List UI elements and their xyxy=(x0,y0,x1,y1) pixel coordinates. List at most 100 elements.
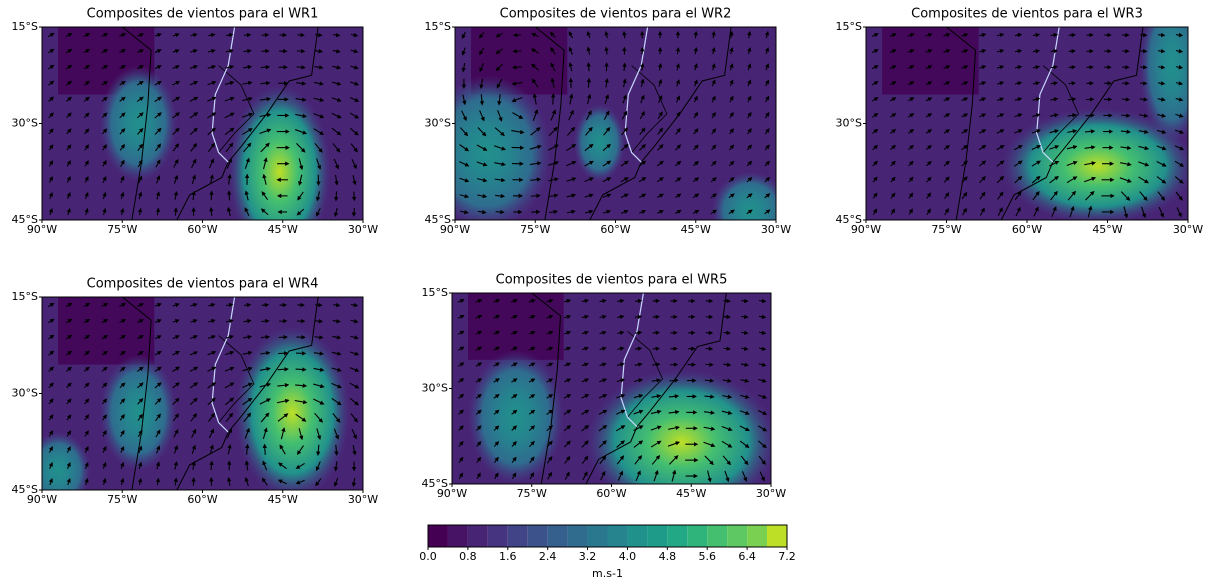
wind-arrow xyxy=(624,64,625,71)
panel-title: Composites de vientos para el WR4 xyxy=(87,277,319,292)
x-tick-label: 30°W xyxy=(348,223,378,236)
wind-arrow xyxy=(635,301,641,302)
wind-arrow xyxy=(1069,67,1075,68)
wind-arrow xyxy=(1086,115,1094,116)
wind-maximum xyxy=(712,172,789,249)
x-tick-label: 75°W xyxy=(517,487,547,500)
wind-arrow xyxy=(261,321,268,322)
colorbar-tick-label: 2.4 xyxy=(539,550,557,563)
colorbar-tick-label: 0.8 xyxy=(459,550,477,563)
panel-title: Composites de vientos para el WR5 xyxy=(496,273,728,288)
y-tick-label: 30°S xyxy=(836,117,862,130)
wind-arrow xyxy=(315,305,321,306)
wind-arrow xyxy=(175,208,176,215)
colorbar-segment xyxy=(488,525,508,547)
map-field xyxy=(423,27,789,249)
field-low xyxy=(882,27,979,95)
wind-arrow xyxy=(660,48,661,54)
wind-arrow xyxy=(1140,51,1146,52)
wind-arrow xyxy=(1069,83,1075,84)
x-tick-label: 60°W xyxy=(1012,223,1042,236)
wind-arrow xyxy=(496,212,504,213)
wind-arrow xyxy=(278,369,288,370)
panel-title: Composites de vientos para el WR1 xyxy=(87,7,319,22)
wind-arrow xyxy=(244,35,250,36)
wind-maximum xyxy=(574,104,625,181)
y-tick-label: 30°S xyxy=(425,117,451,130)
wind-arrow xyxy=(1140,67,1146,68)
x-tick-label: 45°W xyxy=(1092,223,1122,236)
wind-maximum xyxy=(100,66,177,182)
colorbar-segment xyxy=(767,525,787,547)
wind-arrow xyxy=(653,332,659,333)
y-tick-label: 45°S xyxy=(422,477,448,490)
x-tick-label: 75°W xyxy=(107,493,137,506)
colorbar-segment xyxy=(608,525,628,547)
panel-title: Composites de vientos para el WR2 xyxy=(500,7,732,22)
wind-arrow xyxy=(653,348,659,349)
wind-arrow xyxy=(229,191,230,200)
wind-arrow xyxy=(354,208,355,216)
colorbar-segment xyxy=(468,525,488,547)
y-tick-label: 45°S xyxy=(12,483,38,496)
x-tick-label: 75°W xyxy=(107,223,137,236)
wind-arrow xyxy=(588,79,589,88)
colorbar-tick-label: 6.4 xyxy=(738,550,756,563)
wind-arrow xyxy=(354,192,355,201)
wind-arrow xyxy=(1069,51,1075,52)
y-tick-label: 30°S xyxy=(12,387,38,400)
wind-arrow xyxy=(724,317,730,318)
wind-arrow xyxy=(588,63,589,71)
wind-arrow xyxy=(315,321,322,322)
colorbar-label: m.s-1 xyxy=(592,567,623,580)
colorbar-tick-label: 0.0 xyxy=(419,550,437,563)
y-tick-label: 45°S xyxy=(836,213,862,226)
x-tick-label: 60°W xyxy=(187,493,217,506)
x-tick-label: 75°W xyxy=(520,223,550,236)
x-tick-label: 30°W xyxy=(348,493,378,506)
y-tick-label: 15°S xyxy=(12,20,38,33)
wind-arrow xyxy=(211,208,212,216)
wind-arrow xyxy=(695,32,696,38)
field-low xyxy=(58,297,154,365)
wind-arrow xyxy=(261,67,269,68)
wind-arrow xyxy=(265,445,266,455)
colorbar-segment xyxy=(707,525,727,547)
colorbar-tick-label: 4.0 xyxy=(619,550,637,563)
y-tick-label: 15°S xyxy=(422,286,448,299)
colorbar-segment xyxy=(448,525,468,547)
y-tick-label: 45°S xyxy=(425,213,451,226)
colorbar-segment xyxy=(647,525,667,547)
y-tick-label: 45°S xyxy=(12,213,38,226)
colorbar-tick-label: 1.6 xyxy=(499,550,517,563)
colorbar-tick-label: 4.8 xyxy=(659,550,677,563)
y-tick-label: 15°S xyxy=(836,20,862,33)
colorbar-segment xyxy=(508,525,528,547)
colorbar-segment xyxy=(667,525,687,547)
wind-arrow xyxy=(262,305,268,306)
wind-arrow xyxy=(1121,115,1129,116)
field-low xyxy=(468,293,564,360)
x-tick-label: 60°W xyxy=(596,487,626,500)
map-field xyxy=(866,0,1204,224)
x-tick-label: 60°W xyxy=(600,223,630,236)
y-tick-label: 15°S xyxy=(425,20,451,33)
colorbar-segment xyxy=(588,525,608,547)
wind-arrow xyxy=(705,380,713,381)
x-tick-label: 30°W xyxy=(756,487,786,500)
colorbar-tick-label: 5.6 xyxy=(698,550,716,563)
x-tick-label: 45°W xyxy=(681,223,711,236)
wind-maximum xyxy=(468,350,564,484)
x-tick-label: 30°W xyxy=(761,223,791,236)
wind-arrow xyxy=(1158,35,1164,36)
wind-arrow xyxy=(1140,83,1146,84)
y-tick-label: 30°S xyxy=(422,382,448,395)
